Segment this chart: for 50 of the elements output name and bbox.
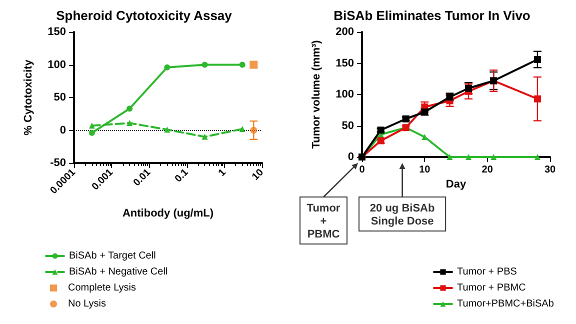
y-tick-label: 50 — [342, 120, 354, 132]
point — [465, 84, 472, 92]
point — [534, 56, 541, 63]
x-axis-title: Day — [446, 178, 467, 190]
point — [534, 95, 541, 102]
x-tick-label: 10 — [419, 164, 431, 176]
point — [202, 62, 208, 68]
legend-label: Tumor + PBS — [457, 266, 518, 278]
chart-title: Spheroid Cytotoxicity Assay — [56, 8, 233, 23]
x-axis-title: Antibody (ug/mL) — [122, 208, 214, 220]
point — [534, 154, 540, 160]
y-tick-label: 150 — [336, 57, 354, 70]
x-tick-label: 0.01 — [132, 166, 154, 189]
legend-label: Complete Lysis — [68, 282, 136, 294]
legend-label: BiSAb + Target Cell — [69, 250, 156, 262]
chart-title: BiSAb Eliminates Tumor In Vivo — [334, 8, 530, 23]
point — [239, 126, 246, 132]
y-tick-label: 0 — [60, 124, 66, 136]
text: 20 ug BiSAb Single Dose — [370, 202, 435, 228]
point — [126, 106, 133, 112]
point — [164, 64, 170, 70]
point — [490, 154, 497, 160]
x-tick-label: 0 — [359, 164, 366, 176]
point — [164, 126, 170, 133]
y-tick-label: 100 — [336, 88, 354, 100]
x-tick-label: 10 — [250, 166, 266, 183]
legend-label: BiSAb + Negative Cell — [69, 266, 168, 278]
y-tick-label: 50 — [54, 92, 66, 104]
x-tick-label: 0.1 — [173, 166, 191, 185]
y-tick-label: 100 — [48, 58, 66, 71]
point — [239, 62, 246, 68]
text: Tumor + PBMC — [306, 202, 341, 240]
y-tick-label: 150 — [48, 26, 66, 38]
y-axis-title: % Cytotoxicity — [22, 58, 34, 136]
point — [446, 154, 453, 160]
x-tick-label: 1 — [216, 166, 229, 179]
point — [88, 130, 95, 136]
y-tick-label: 0 — [348, 151, 354, 163]
y-tick-label: -50 — [50, 157, 66, 169]
point — [202, 134, 208, 140]
point — [88, 122, 95, 129]
point — [466, 154, 472, 160]
y-tick-label: 200 — [336, 26, 354, 38]
point — [126, 120, 133, 126]
legend-label: Tumor+PBMC+BiSAb — [457, 298, 554, 310]
y-axis-title: Tumor volume (mm³) — [310, 40, 322, 149]
legend-label: Tumor + PBMC — [457, 282, 526, 294]
x-tick-label: 30 — [544, 164, 556, 176]
x-tick-label: 20 — [482, 164, 494, 176]
legend-label: No Lysis — [68, 298, 106, 310]
